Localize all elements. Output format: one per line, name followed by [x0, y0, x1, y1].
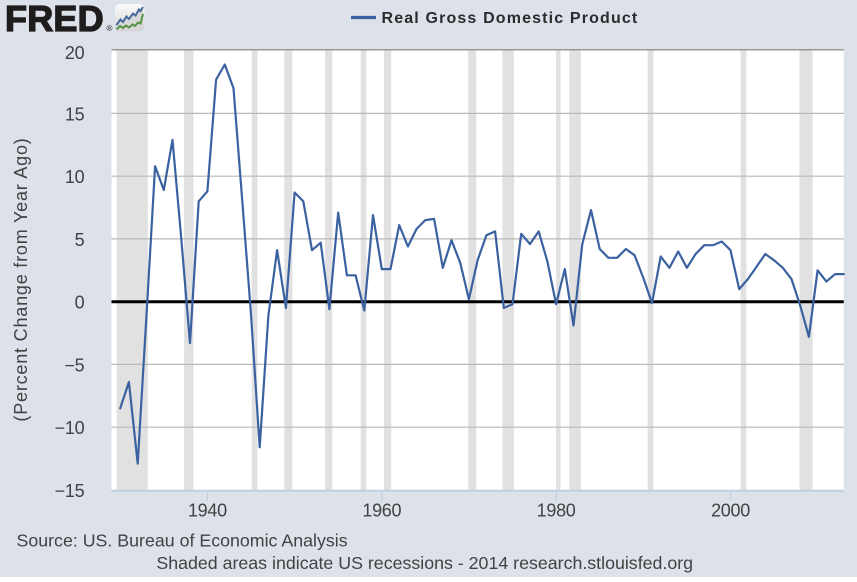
svg-text:−5: −5: [64, 355, 84, 375]
svg-text:−15: −15: [55, 481, 85, 501]
svg-text:®: ®: [107, 24, 113, 33]
svg-text:2000: 2000: [711, 501, 750, 521]
svg-text:FRED: FRED: [5, 0, 104, 39]
svg-text:1940: 1940: [188, 501, 227, 521]
svg-text:(Percent Change from Year Ago): (Percent Change from Year Ago): [11, 137, 31, 421]
svg-text:5: 5: [75, 230, 85, 250]
svg-text:0: 0: [75, 293, 85, 313]
svg-text:1980: 1980: [537, 501, 576, 521]
svg-text:1960: 1960: [362, 501, 401, 521]
svg-text:Real Gross Domestic Product: Real Gross Domestic Product: [382, 10, 639, 27]
svg-text:Shaded areas indicate US reces: Shaded areas indicate US recessions - 20…: [156, 553, 693, 573]
svg-text:15: 15: [65, 104, 85, 124]
svg-text:10: 10: [65, 167, 85, 187]
svg-text:20: 20: [65, 43, 85, 63]
svg-text:−10: −10: [55, 418, 85, 438]
svg-text:Source: US. Bureau of Economic: Source: US. Bureau of Economic Analysis: [17, 530, 348, 550]
